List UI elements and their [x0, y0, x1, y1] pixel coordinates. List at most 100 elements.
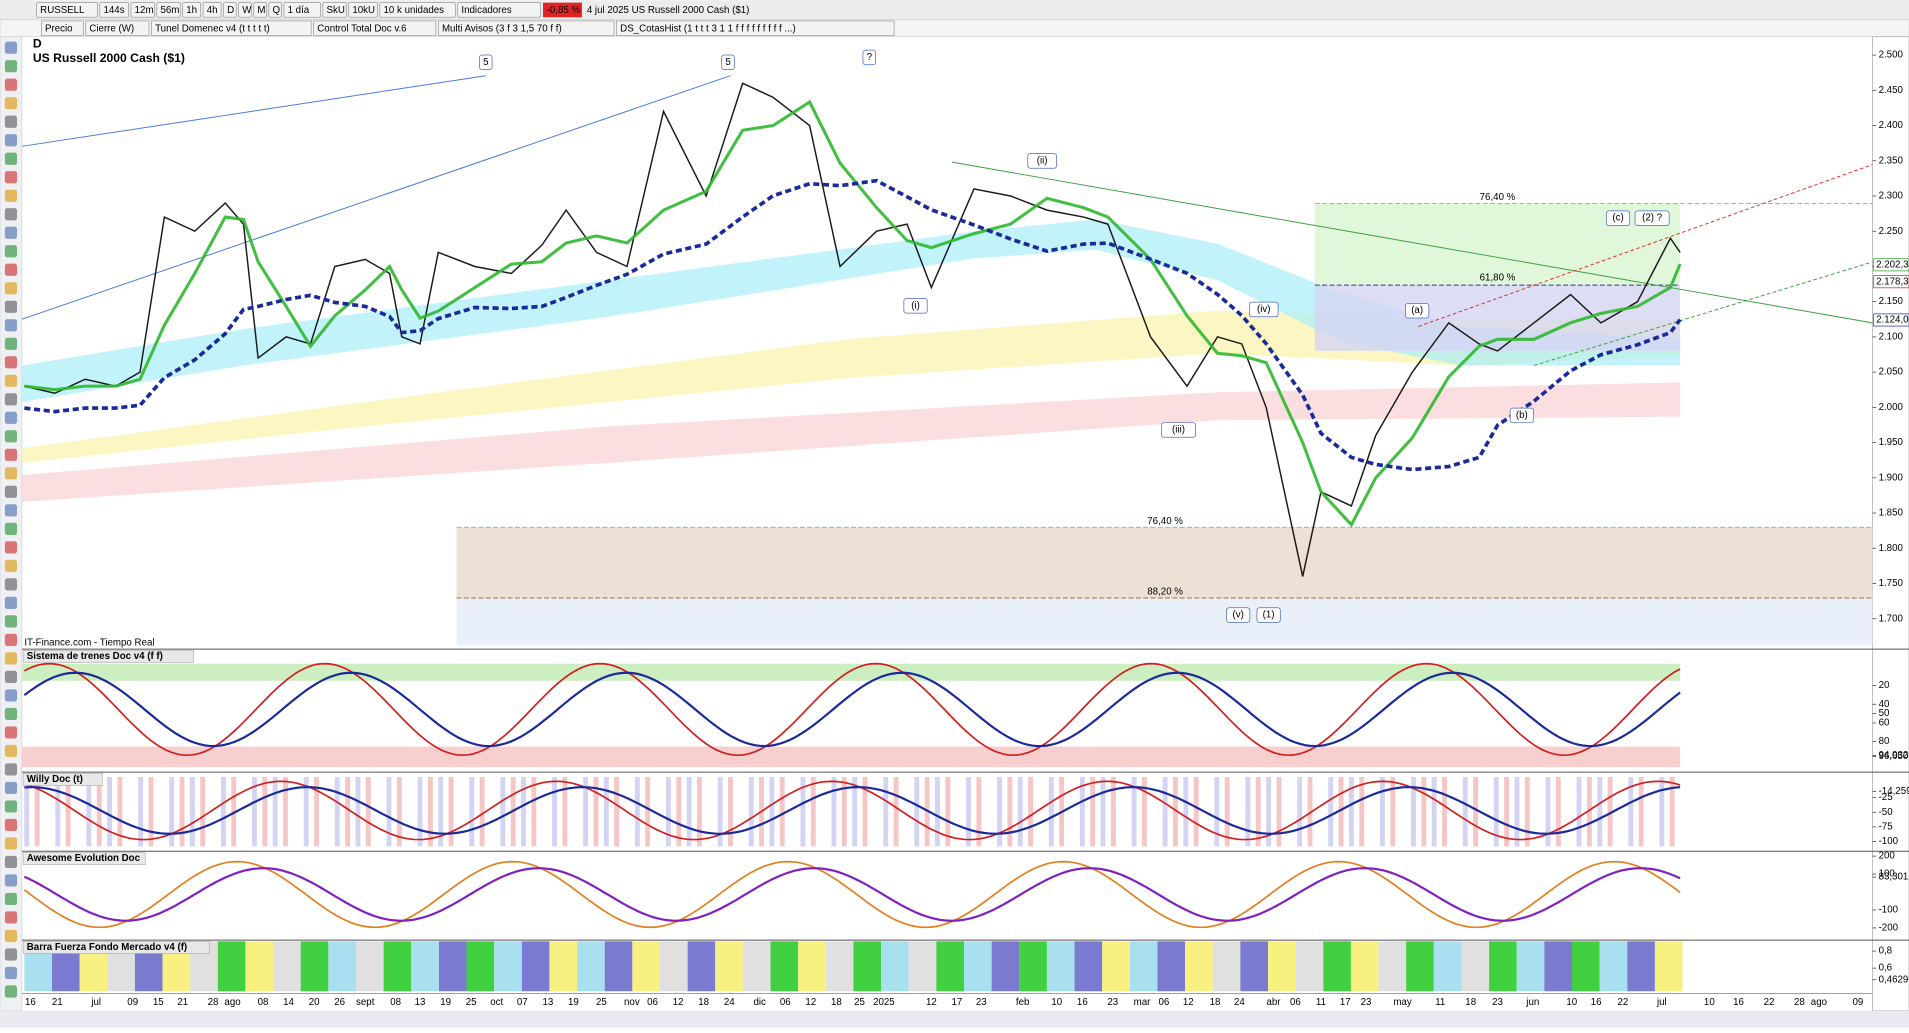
- tool-icon[interactable]: [4, 300, 18, 313]
- interval-button[interactable]: 144s: [103, 5, 124, 16]
- study-tab[interactable]: [616, 20, 895, 36]
- tool-icon[interactable]: [4, 152, 18, 165]
- tool-icon[interactable]: [4, 226, 18, 239]
- tool-icon[interactable]: [4, 356, 18, 369]
- tool-icon[interactable]: [4, 800, 18, 813]
- study-name[interactable]: Tunel Domenec v4 (t t t t t): [155, 23, 270, 34]
- interval-button-bg[interactable]: [99, 2, 129, 18]
- tool-icon[interactable]: [4, 966, 18, 980]
- interval-button-bg[interactable]: [156, 2, 181, 18]
- tool-icon[interactable]: [4, 689, 18, 702]
- tool-icon[interactable]: [4, 541, 18, 554]
- interval-button-bg[interactable]: [130, 2, 155, 18]
- interval-button-bg[interactable]: [223, 2, 237, 18]
- x-axis-label: 22: [1764, 997, 1775, 1008]
- interval-button[interactable]: 1h: [186, 5, 197, 16]
- tool-icon[interactable]: [4, 41, 18, 54]
- symbol-select-bg[interactable]: [36, 2, 98, 18]
- units-button-bg[interactable]: [348, 2, 378, 18]
- x-axis-label: feb: [1016, 997, 1030, 1008]
- period-select[interactable]: 1 día: [288, 5, 310, 16]
- tool-icon[interactable]: [4, 855, 18, 869]
- tool-icon[interactable]: [4, 615, 18, 628]
- tool-icon[interactable]: [4, 929, 18, 943]
- study-tab[interactable]: [151, 20, 312, 36]
- interval-button[interactable]: Q: [272, 5, 280, 16]
- tool-icon[interactable]: [4, 707, 18, 720]
- study-name[interactable]: Multi Avisos (3 f 3 1,5 70 f f): [442, 23, 562, 34]
- units-select-bg[interactable]: [379, 2, 456, 18]
- tool-icon[interactable]: [4, 485, 18, 498]
- tool-icon[interactable]: [4, 726, 18, 739]
- tool-icon[interactable]: [4, 319, 18, 332]
- units-button[interactable]: 10kU: [352, 5, 375, 16]
- tool-icon[interactable]: [4, 670, 18, 683]
- tool-icon[interactable]: [4, 578, 18, 591]
- interval-button-bg[interactable]: [202, 2, 222, 18]
- units-select[interactable]: 10 k unidades: [384, 5, 445, 16]
- tool-icon[interactable]: [4, 337, 18, 350]
- tool-icon[interactable]: [4, 818, 18, 832]
- tool-icon[interactable]: [4, 892, 18, 906]
- study-name[interactable]: Cierre (W): [89, 23, 134, 34]
- interval-button[interactable]: M: [257, 5, 265, 16]
- tool-icon[interactable]: [4, 559, 18, 572]
- tool-icon[interactable]: [4, 744, 18, 758]
- tool-icon[interactable]: [4, 911, 18, 924]
- tool-icon[interactable]: [4, 393, 18, 406]
- interval-button-bg[interactable]: [182, 2, 202, 18]
- tool-icon[interactable]: [4, 448, 18, 461]
- tool-icon[interactable]: [4, 874, 18, 887]
- tool-icon[interactable]: [4, 171, 18, 184]
- indicators-button[interactable]: Indicadores: [461, 5, 511, 16]
- tool-icon[interactable]: [4, 522, 18, 535]
- x-axis-label: 12: [926, 997, 937, 1008]
- study-tab[interactable]: [85, 20, 150, 36]
- study-tab[interactable]: [437, 20, 615, 36]
- study-name[interactable]: Control Total Doc v.6: [317, 23, 406, 34]
- tool-icon[interactable]: [4, 134, 18, 147]
- tool-icon[interactable]: [4, 652, 18, 665]
- tool-icon[interactable]: [4, 430, 18, 443]
- tool-icon[interactable]: [4, 504, 18, 517]
- interval-button[interactable]: W: [242, 5, 252, 16]
- tool-icon[interactable]: [4, 208, 18, 221]
- x-axis-label: 23: [1361, 997, 1372, 1008]
- tool-icon[interactable]: [4, 374, 18, 387]
- units-button-bg[interactable]: [322, 2, 347, 18]
- symbol-select[interactable]: RUSSELL: [40, 5, 85, 16]
- interval-button-bg[interactable]: [253, 2, 267, 18]
- tool-icon[interactable]: [4, 985, 18, 998]
- tool-icon[interactable]: [4, 78, 18, 91]
- tool-icon[interactable]: [4, 115, 18, 128]
- tool-icon[interactable]: [4, 763, 18, 776]
- study-tab[interactable]: [41, 20, 84, 36]
- tool-icon[interactable]: [4, 97, 18, 110]
- tool-icon[interactable]: [4, 189, 18, 202]
- interval-button[interactable]: 56m: [160, 5, 179, 16]
- tool-icon[interactable]: [4, 596, 18, 609]
- study-tab[interactable]: [313, 20, 437, 36]
- interval-button[interactable]: 4h: [207, 5, 218, 16]
- interval-button[interactable]: 12m: [135, 5, 154, 16]
- x-axis-label: 28: [1794, 997, 1805, 1008]
- tool-icon[interactable]: [4, 633, 18, 646]
- tool-icon[interactable]: [4, 411, 18, 424]
- tool-icon[interactable]: [4, 781, 18, 795]
- tool-icon[interactable]: [4, 948, 18, 961]
- period-select-bg[interactable]: [283, 2, 321, 18]
- tool-icon[interactable]: [4, 245, 18, 258]
- indicators-button-bg[interactable]: [457, 2, 541, 18]
- tool-icon[interactable]: [4, 263, 18, 276]
- chart-title: US Russell 2000 Cash ($1): [33, 51, 185, 65]
- interval-button-bg[interactable]: [238, 2, 252, 18]
- interval-button-bg[interactable]: [268, 2, 282, 18]
- tool-icon[interactable]: [4, 60, 18, 73]
- tool-icon[interactable]: [4, 837, 18, 850]
- tool-icon[interactable]: [4, 467, 18, 480]
- study-name[interactable]: Precio: [45, 23, 73, 34]
- interval-button[interactable]: D: [227, 5, 234, 16]
- study-name[interactable]: DS_CotasHist (1 t t t 3 1 1 f f f f f f …: [620, 23, 796, 34]
- tool-icon[interactable]: [4, 282, 18, 295]
- units-button[interactable]: SkU: [327, 5, 345, 16]
